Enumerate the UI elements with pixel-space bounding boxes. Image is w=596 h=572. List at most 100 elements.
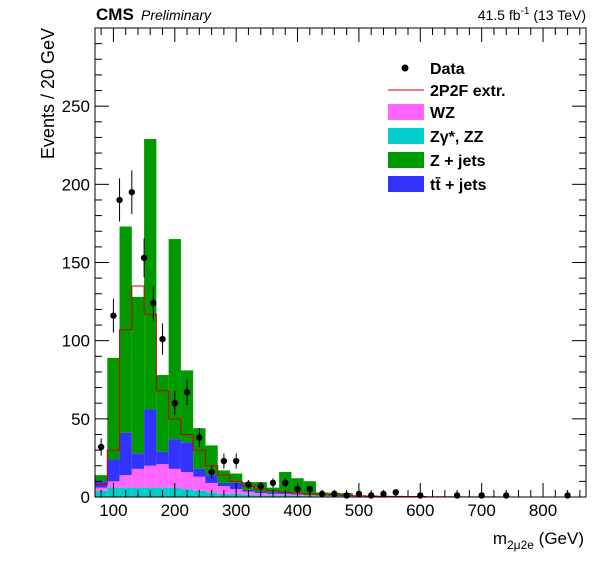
bar-ttbar xyxy=(180,442,194,472)
bar-zjets xyxy=(168,239,181,440)
data-point-marker xyxy=(150,299,157,307)
legend-ttbar-swatch xyxy=(388,176,424,192)
bar-zjets xyxy=(205,445,218,476)
legend-entry-extr: 2P2F extr. xyxy=(388,83,506,100)
legend-extr-label: 2P2F extr. xyxy=(430,83,506,100)
legend-zjets-label: Z + jets xyxy=(430,153,486,170)
data-point-marker xyxy=(110,312,117,319)
data-point xyxy=(97,438,105,456)
legend-zz-swatch xyxy=(388,128,424,144)
data-point xyxy=(269,478,277,488)
bar-wz xyxy=(168,468,181,488)
bar-wz xyxy=(180,471,194,490)
data-point-marker xyxy=(183,389,191,396)
y-tick-label: 0 xyxy=(81,488,90,507)
data-point xyxy=(208,465,215,479)
x-tick-label: 500 xyxy=(345,501,373,520)
y-axis: 0 50 100 150 200 250 xyxy=(62,27,586,507)
data-point xyxy=(128,170,136,214)
data-point-marker xyxy=(306,485,314,493)
legend-entry-zz: Zγ*, ZZ xyxy=(388,128,484,146)
legend-entry-wz: WZ xyxy=(388,104,455,122)
bar-zjets xyxy=(131,296,145,454)
y-tick-label: 250 xyxy=(62,97,90,116)
data-point xyxy=(196,427,203,448)
legend-entry-zjets: Z + jets xyxy=(388,152,486,170)
data-point xyxy=(116,178,123,222)
data-point-marker xyxy=(257,482,264,490)
x-axis-title: m2μ2e (GeV) xyxy=(493,529,584,552)
data-point xyxy=(150,285,157,321)
data-point-marker xyxy=(196,434,203,441)
x-tick-label: 400 xyxy=(283,501,311,520)
data-point xyxy=(245,480,252,489)
data-point xyxy=(183,379,191,406)
bar-ttbar xyxy=(205,475,218,483)
x-tick-label: 700 xyxy=(467,501,495,520)
bar-zjets xyxy=(266,487,280,493)
data-point-marker xyxy=(232,457,240,465)
legend-zjets-swatch xyxy=(388,152,424,168)
legend-zz-label: Zγ*, ZZ xyxy=(430,129,484,146)
bar-wz xyxy=(193,476,206,491)
bar-zjets xyxy=(217,470,231,483)
bar-ttbar xyxy=(156,451,169,465)
data-point-marker xyxy=(128,188,136,196)
data-point-marker xyxy=(282,479,289,487)
bar-wz xyxy=(119,475,132,488)
legend-data-label: Data xyxy=(430,61,465,78)
data-point xyxy=(140,238,148,278)
bar-ttbar xyxy=(193,468,206,477)
legend-entry-ttbar: tt̄ + jets xyxy=(388,176,487,194)
data-point xyxy=(282,478,289,488)
legend-entry-data: Data xyxy=(401,61,465,78)
data-point-marker xyxy=(208,468,215,476)
legend-wz-swatch xyxy=(388,104,424,120)
data-point xyxy=(220,453,228,469)
x-tick-label: 800 xyxy=(529,501,557,520)
lumi-label: 41.5 fb-1 (13 TeV) xyxy=(478,6,586,23)
bar-zjets xyxy=(230,473,243,483)
legend-wz-label: WZ xyxy=(430,105,455,122)
bar-ttbar xyxy=(107,459,120,482)
bar-zjets xyxy=(95,475,108,482)
bar-wz xyxy=(131,468,145,488)
bar-wz xyxy=(144,465,157,488)
y-tick-label: 150 xyxy=(62,254,90,273)
data-point xyxy=(159,323,166,355)
data-point-marker xyxy=(116,196,123,204)
bar-wz xyxy=(156,464,169,488)
data-point-marker xyxy=(159,335,166,343)
x-tick-label: 100 xyxy=(99,501,127,520)
bar-wz xyxy=(95,487,108,491)
x-tick-label: 600 xyxy=(406,501,434,520)
legend-ttbar-label: tt̄ + jets xyxy=(430,176,487,194)
y-tick-label: 100 xyxy=(62,332,90,351)
data-point-marker xyxy=(269,479,277,487)
data-point xyxy=(232,453,240,469)
bar-zjets xyxy=(156,375,169,452)
bar-ttbar xyxy=(119,432,132,476)
bar-ttbar xyxy=(217,482,231,487)
bar-ttbar xyxy=(131,453,145,469)
bar-wz xyxy=(217,486,231,494)
x-axis: 100 200 300 400 500 600 700 800 xyxy=(99,28,581,520)
data-point xyxy=(257,481,264,491)
data-point-marker xyxy=(245,481,252,488)
bar-wz xyxy=(205,482,218,493)
data-point-marker xyxy=(171,400,178,407)
bar-ttbar xyxy=(168,439,181,469)
legend-data-marker xyxy=(401,64,409,72)
y-axis-title: Events / 20 GeV xyxy=(38,28,58,159)
x-tick-label: 200 xyxy=(161,501,189,520)
legend: Data 2P2F extr. WZ Zγ*, ZZ Z + jets tt̄ … xyxy=(388,61,506,194)
data-point-marker xyxy=(97,443,105,451)
bar-ttbar xyxy=(144,409,157,466)
data-point-marker xyxy=(220,457,228,465)
bar-zjets xyxy=(180,370,194,443)
y-tick-label: 50 xyxy=(71,410,90,429)
bar-zjets xyxy=(144,139,157,410)
data-point xyxy=(171,391,178,416)
data-point xyxy=(110,298,117,333)
